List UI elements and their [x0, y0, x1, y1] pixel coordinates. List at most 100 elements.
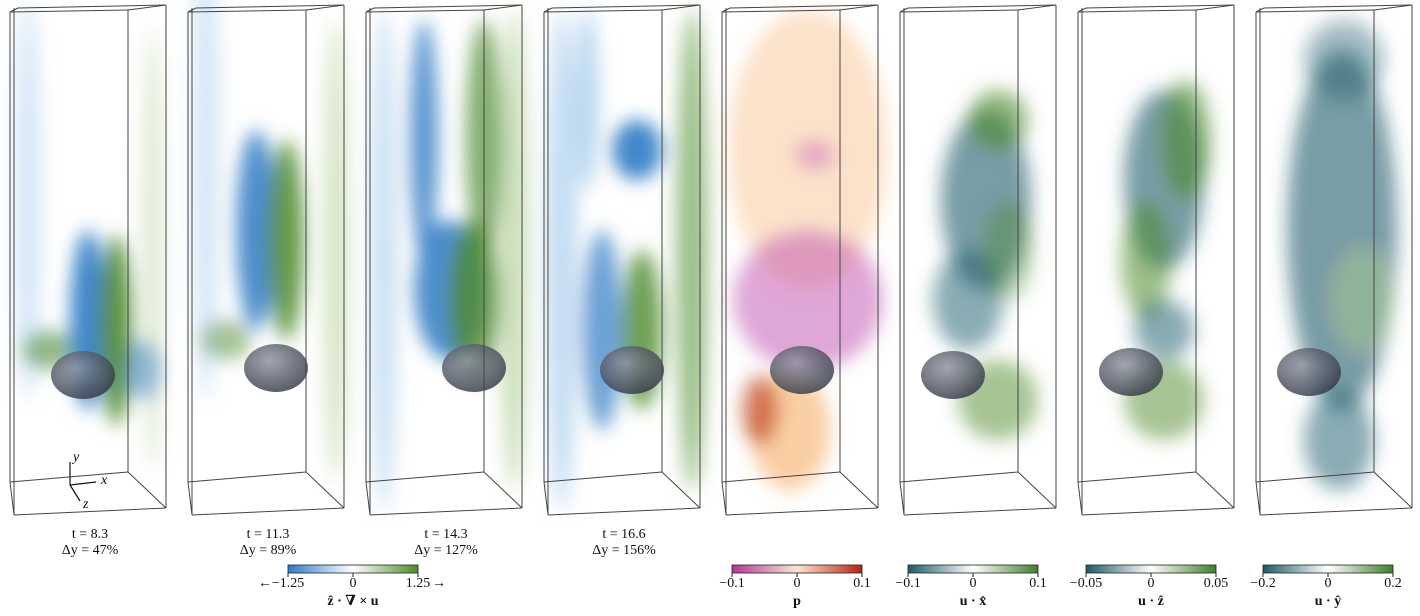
field-blob	[968, 90, 1028, 150]
box-edge	[1078, 10, 1196, 12]
colorbar-bar	[1086, 565, 1216, 573]
box-edge	[188, 472, 306, 482]
field-blob	[143, 30, 163, 470]
field-blob	[201, 320, 251, 360]
stretch-label: Δy = 89%	[240, 543, 297, 558]
colorbar-tick-label: 0.1	[853, 576, 871, 591]
cylinder	[600, 346, 664, 394]
colorbar-tick-label: 0	[1325, 576, 1332, 591]
colorbar-bar	[288, 565, 418, 573]
box-edge	[840, 472, 878, 508]
colorbar-label: u · ẑ	[1138, 594, 1164, 609]
colorbar-tick-label: 0	[794, 576, 801, 591]
cylinder	[1277, 348, 1341, 396]
box-edge	[188, 482, 192, 515]
volume-field	[728, 10, 888, 490]
box-edge	[904, 508, 1056, 515]
box-edge	[1018, 472, 1056, 508]
field-blob	[125, 340, 161, 400]
field-blob	[742, 375, 778, 445]
colorbar-tick-label: 0.1	[1029, 576, 1047, 591]
colorbar-bar	[732, 565, 862, 573]
box-edge	[306, 472, 344, 508]
colorbar-tick-label: −0.1	[895, 576, 920, 591]
volume-panel	[1256, 5, 1412, 515]
field-blob	[100, 235, 132, 425]
colorbar-tick-label: 0	[1148, 576, 1155, 591]
box-edge	[900, 482, 904, 515]
colorbar-tick-label: 0	[970, 576, 977, 591]
colorbar-label: p	[793, 594, 801, 609]
colorbar-tick-label: −1.25	[272, 576, 304, 591]
box-edge	[1078, 482, 1082, 515]
box-edge	[1374, 472, 1412, 508]
colorbar: −0.2 0 0.2 u · ŷ	[1250, 565, 1401, 609]
colorbar-tick-label: 0	[350, 576, 357, 591]
cylinder	[770, 346, 834, 394]
box-edge	[1196, 472, 1234, 508]
volume-panel	[900, 5, 1056, 515]
time-label: t = 16.6	[602, 527, 645, 542]
colorbar-tick-label: −0.05	[1070, 576, 1102, 591]
volume-panel: t = 8.3Δy = 47%	[10, 0, 166, 558]
colorbar-arrow: →	[432, 576, 446, 591]
colorbar: −0.05 0 0.05 u · ẑ	[1070, 565, 1228, 609]
colorbar-tick-label: 0.05	[1204, 576, 1229, 591]
field-blob	[983, 200, 1033, 300]
colorbar-label: u · ŷ	[1315, 594, 1341, 609]
cylinder	[244, 344, 308, 392]
box-edge	[544, 482, 548, 515]
volume-field	[1287, 20, 1397, 490]
box-edge	[370, 508, 522, 515]
box-edge	[726, 508, 878, 515]
stretch-label: Δy = 47%	[62, 543, 119, 558]
colorbar-tick-label: 0.2	[1384, 576, 1402, 591]
field-blob	[1334, 250, 1394, 350]
box-edge	[900, 472, 1018, 482]
figure: t = 8.3Δy = 47%t = 11.3Δy = 89%t = 14.3Δ…	[0, 0, 1420, 611]
time-label: t = 11.3	[247, 527, 290, 542]
field-blob	[795, 140, 835, 170]
cylinder	[51, 351, 115, 399]
field-blob	[582, 230, 622, 430]
box-edge	[1082, 508, 1234, 515]
volume-field	[370, 10, 528, 510]
colorbar-label: u · x̂	[960, 594, 986, 609]
box-edge	[366, 482, 370, 515]
colorbar-tick-label: −0.2	[1250, 576, 1275, 591]
box-edge	[1256, 482, 1260, 515]
box-edge	[722, 482, 726, 515]
box-edge	[192, 508, 344, 515]
field-blob	[268, 140, 304, 340]
volume-panel: t = 11.3Δy = 89%	[188, 0, 348, 558]
colorbar-label: ẑ · ∇ × u	[327, 594, 378, 609]
colorbar-bar	[908, 565, 1038, 573]
axis-y-label: y	[71, 450, 80, 465]
field-blob	[500, 10, 528, 490]
volume-panel: t = 14.3Δy = 127%	[366, 5, 528, 558]
field-blob	[370, 10, 398, 510]
box-edge	[14, 508, 166, 515]
field-blob	[575, 10, 599, 190]
stretch-label: Δy = 156%	[592, 543, 656, 558]
box-edge	[548, 508, 700, 515]
field-blob	[612, 120, 662, 180]
colorbar-bar	[1263, 565, 1393, 573]
volume-panel	[1078, 5, 1234, 515]
volume-field	[192, 0, 348, 480]
box-edge	[1256, 10, 1374, 12]
box-edge	[900, 10, 1018, 12]
colorbar: −1.2501.25←→ẑ · ∇ × u	[258, 565, 446, 609]
stretch-label: Δy = 127%	[414, 543, 478, 558]
field-blob	[546, 10, 578, 510]
field-blob	[1304, 20, 1384, 100]
volume-panel	[722, 5, 888, 515]
colorbar-arrow: ←	[258, 576, 272, 591]
time-label: t = 8.3	[72, 527, 108, 542]
axis-z-label: z	[82, 497, 89, 512]
volume-panel: t = 16.6Δy = 156%	[544, 5, 708, 558]
axis-triad	[70, 462, 96, 501]
cylinder	[442, 344, 506, 392]
axis-x-label: x	[100, 473, 108, 488]
